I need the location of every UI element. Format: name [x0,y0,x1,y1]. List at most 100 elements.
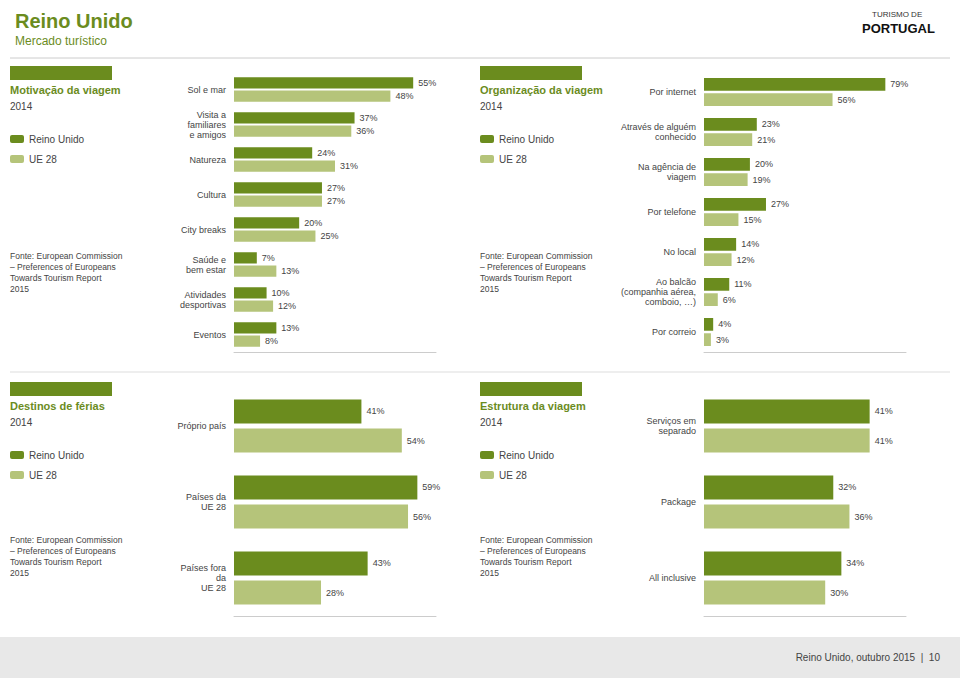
svg-text:Por internet: Por internet [649,87,696,97]
svg-text:12%: 12% [737,255,755,265]
svg-text:Fonte: European Commission: Fonte: European Commission [480,535,593,545]
svg-text:Fonte: European Commission: Fonte: European Commission [10,535,123,545]
svg-text:– Preferences of Europeans: – Preferences of Europeans [10,546,116,556]
svg-text:36%: 36% [854,512,872,522]
svg-text:2014: 2014 [10,101,33,112]
svg-text:Reino Unido: Reino Unido [499,450,554,461]
svg-text:8%: 8% [265,336,278,346]
svg-text:36%: 36% [356,126,374,136]
svg-text:12%: 12% [278,301,296,311]
svg-text:13%: 13% [281,266,299,276]
svg-text:Fonte: European Commission: Fonte: European Commission [480,251,593,261]
svg-text:54%: 54% [407,436,425,446]
svg-text:UE 28: UE 28 [499,470,527,481]
svg-text:– Preferences of Europeans: – Preferences of Europeans [480,546,586,556]
svg-text:Towards Tourism Report: Towards Tourism Report [480,557,572,567]
svg-text:Reino Unido: Reino Unido [499,134,554,145]
svg-text:34%: 34% [846,558,864,568]
svg-text:UE 28: UE 28 [29,154,57,165]
svg-text:27%: 27% [327,196,345,206]
svg-text:familiares: familiares [187,120,226,130]
svg-text:2015: 2015 [480,568,499,578]
svg-text:14%: 14% [741,239,759,249]
svg-text:4%: 4% [718,319,731,329]
svg-text:10%: 10% [272,288,290,298]
svg-text:conhecido: conhecido [655,132,696,142]
svg-text:41%: 41% [875,406,893,416]
svg-text:UE 28: UE 28 [499,154,527,165]
svg-text:Estrutura da viagem: Estrutura da viagem [480,400,586,412]
svg-text:Na agência de: Na agência de [638,162,696,172]
svg-text:Towards Tourism Report: Towards Tourism Report [10,273,102,283]
svg-text:19%: 19% [753,175,771,185]
svg-text:2015: 2015 [480,284,499,294]
svg-text:Natureza: Natureza [189,155,226,165]
svg-text:Serviços em: Serviços em [646,416,696,426]
svg-text:PORTUGAL: PORTUGAL [862,21,935,36]
svg-text:Destinos de férias: Destinos de férias [10,400,105,412]
svg-text:55%: 55% [418,78,436,88]
svg-text:Reino Unido: Reino Unido [29,450,84,461]
svg-text:27%: 27% [327,183,345,193]
svg-text:e amigos: e amigos [189,130,226,140]
svg-text:2014: 2014 [480,101,503,112]
svg-text:43%: 43% [373,558,391,568]
svg-text:41%: 41% [875,436,893,446]
svg-text:3%: 3% [716,335,729,345]
svg-text:Reino Unido: Reino Unido [15,10,133,32]
svg-text:UE 28: UE 28 [201,502,226,512]
svg-text:Saúde e: Saúde e [192,255,226,265]
svg-text:7%: 7% [262,253,275,263]
svg-text:56%: 56% [413,512,431,522]
svg-text:separado: separado [658,426,696,436]
svg-text:48%: 48% [395,91,413,101]
svg-text:28%: 28% [326,588,344,598]
svg-text:2015: 2015 [10,284,29,294]
svg-text:Reino Unido: Reino Unido [29,134,84,145]
svg-text:Eventos: Eventos [193,330,226,340]
svg-text:(companhia aérea,: (companhia aérea, [621,287,696,297]
svg-text:2015: 2015 [10,568,29,578]
svg-text:Cultura: Cultura [197,190,226,200]
svg-text:bem estar: bem estar [186,265,226,275]
svg-text:Sol e mar: Sol e mar [187,85,226,95]
svg-text:25%: 25% [320,231,338,241]
svg-text:15%: 15% [743,215,761,225]
svg-text:56%: 56% [838,95,856,105]
svg-text:No local: No local [663,247,696,257]
svg-text:TURISMO DE: TURISMO DE [872,10,922,19]
svg-text:Mercado turístico: Mercado turístico [15,34,107,48]
svg-text:11%: 11% [734,279,751,289]
svg-text:21%: 21% [757,135,775,145]
svg-text:6%: 6% [723,295,736,305]
svg-text:Próprio país: Próprio país [177,421,226,431]
svg-text:24%: 24% [317,148,335,158]
svg-text:79%: 79% [890,79,908,89]
svg-text:Visita a: Visita a [197,110,226,120]
svg-text:2014: 2014 [480,417,503,428]
svg-text:Fonte: European Commission: Fonte: European Commission [10,251,123,261]
svg-text:viagem: viagem [667,172,696,182]
svg-text:Towards Tourism Report: Towards Tourism Report [10,557,102,567]
svg-text:30%: 30% [830,588,848,598]
svg-text:Por correio: Por correio [652,327,696,337]
svg-text:– Preferences of Europeans: – Preferences of Europeans [480,262,586,272]
svg-text:20%: 20% [755,159,773,169]
svg-text:All inclusive: All inclusive [649,573,696,583]
svg-text:comboio, …): comboio, …) [645,297,696,307]
svg-text:13%: 13% [281,323,299,333]
svg-text:UE 28: UE 28 [29,470,57,481]
svg-text:Ao balcão: Ao balcão [656,277,696,287]
svg-text:Motivação da viagem: Motivação da viagem [10,84,121,96]
svg-text:Reino Unido, outubro 2015 |: Reino Unido, outubro 2015 | 10 [796,652,941,663]
svg-text:23%: 23% [762,119,780,129]
svg-text:– Preferences of Europeans: – Preferences of Europeans [10,262,116,272]
svg-text:32%: 32% [838,482,856,492]
svg-text:27%: 27% [771,199,789,209]
svg-text:41%: 41% [366,406,384,416]
svg-text:37%: 37% [360,113,378,123]
svg-text:Países da: Países da [186,492,226,502]
svg-text:Por telefone: Por telefone [647,207,696,217]
svg-text:da: da [216,573,226,583]
svg-text:Através de alguém: Através de alguém [621,122,696,132]
